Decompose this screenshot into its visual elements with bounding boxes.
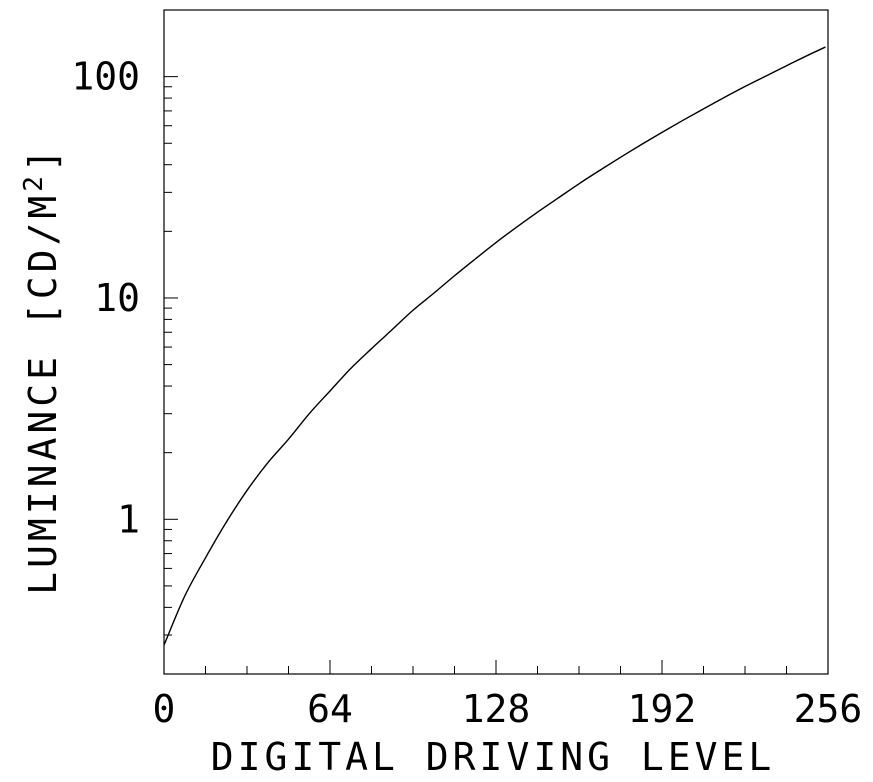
y-tick-label: 1 <box>117 497 140 541</box>
series-layer <box>163 46 826 646</box>
tick-labels: 0 64 128 192 256 1 10 100 <box>71 55 862 731</box>
y-axis-title-main: LUMINANCE [CD/M <box>21 192 65 595</box>
x-tick-label: 64 <box>307 687 353 731</box>
plot-axes <box>163 9 829 675</box>
y-tick-label: 100 <box>71 55 140 99</box>
x-tick-label: 128 <box>462 687 531 731</box>
x-tick-label: 0 <box>153 687 176 731</box>
y-axis-title: LUMINANCE [CD/M2] <box>19 145 65 595</box>
x-axis-title: DIGITAL DRIVING LEVEL <box>211 735 775 779</box>
plot-frame <box>163 9 829 675</box>
x-tick-label: 256 <box>794 687 863 731</box>
x-tick-label: 192 <box>628 687 697 731</box>
y-axis-title-close: ] <box>21 145 65 172</box>
y-tick-label: 10 <box>94 276 140 320</box>
y-axis-title-superscript: 2 <box>19 172 49 192</box>
luminance-curve <box>163 46 826 646</box>
